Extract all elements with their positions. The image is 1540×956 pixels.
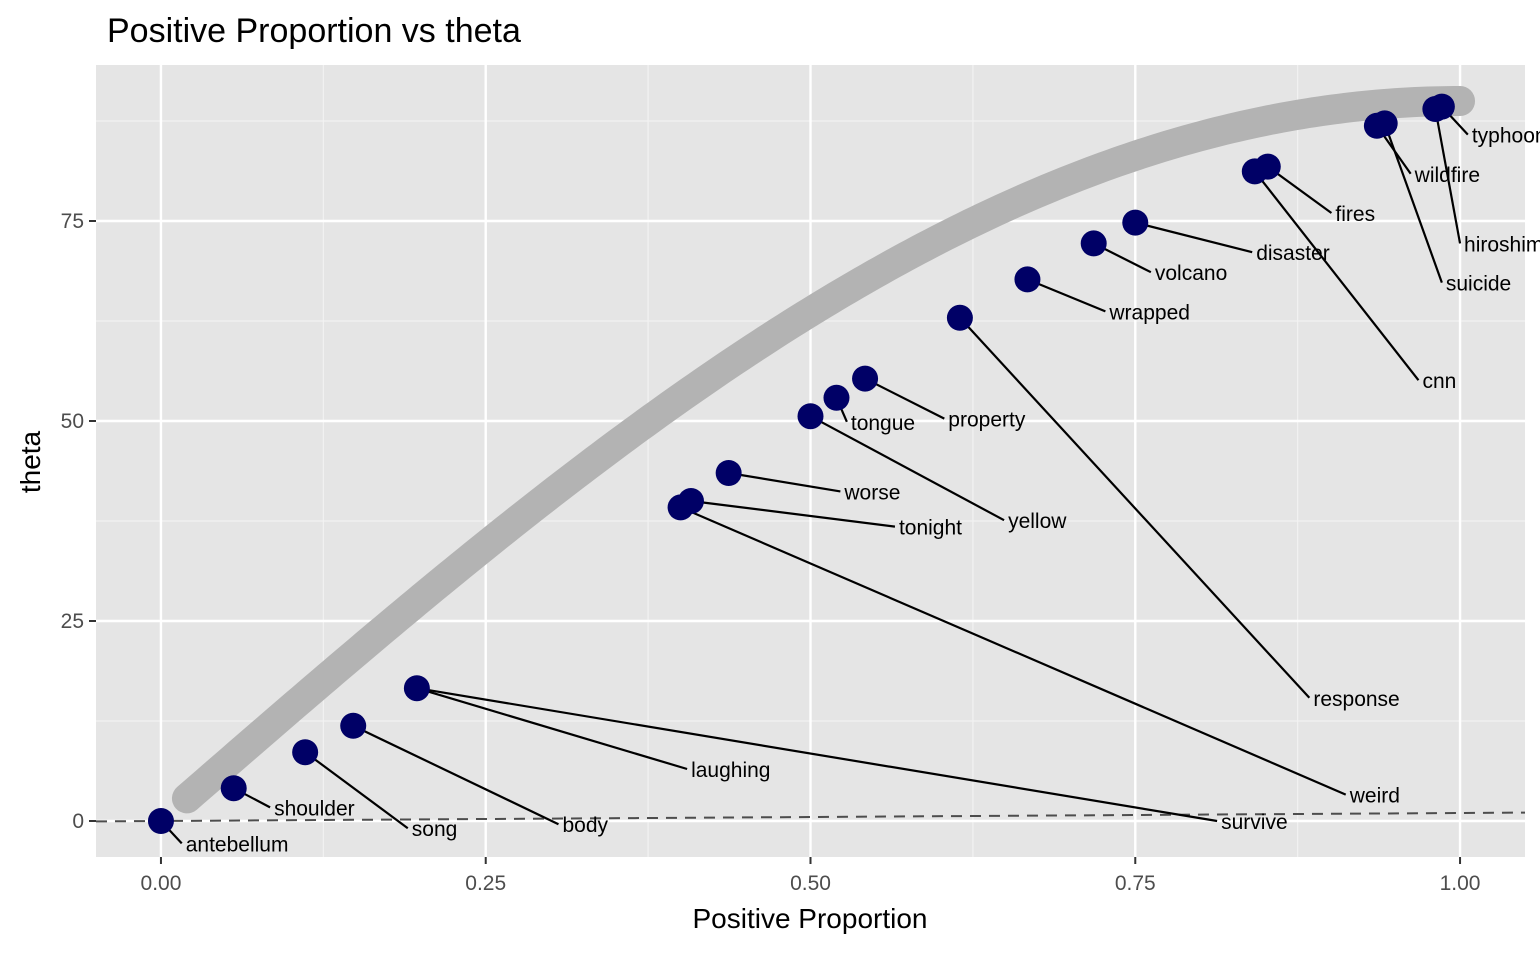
x-tick-label: 0.25 bbox=[465, 872, 506, 895]
point-tonight bbox=[677, 488, 704, 514]
point-antebellum bbox=[147, 808, 174, 834]
point-label-laughing: laughing bbox=[691, 759, 770, 782]
leader-line-disaster bbox=[1135, 221, 1253, 254]
leader-line-yellow bbox=[809, 415, 1005, 522]
point-property bbox=[852, 365, 879, 392]
point-label-antebellum: antebellum bbox=[186, 833, 289, 856]
leader-line-fires bbox=[1267, 165, 1333, 214]
point-label-response: response bbox=[1313, 688, 1399, 711]
x-tick-label: 0.00 bbox=[141, 872, 182, 895]
point-body bbox=[340, 712, 367, 739]
leader-line-property bbox=[864, 377, 945, 420]
leader-line-song bbox=[304, 751, 409, 830]
major-gridlines bbox=[96, 65, 1525, 857]
point-label-volcano: volcano bbox=[1155, 262, 1227, 285]
x-axis-title: Positive Proportion bbox=[692, 903, 927, 934]
point-response bbox=[946, 304, 973, 331]
background-curve bbox=[171, 86, 1476, 814]
point-label-song: song bbox=[412, 818, 458, 841]
leader-line-tonight bbox=[690, 499, 896, 528]
axes: 0.00 0.25 0.50 0.75 1.00 0 25 50 75 bbox=[61, 210, 1481, 895]
y-axis-title: theta bbox=[15, 430, 46, 493]
point-label-disaster: disaster bbox=[1256, 242, 1330, 265]
leader-line-suicide bbox=[1383, 123, 1443, 283]
y-tick-label: 0 bbox=[72, 810, 84, 833]
x-tick-label: 0.50 bbox=[790, 872, 831, 895]
leader-line-worse bbox=[728, 471, 841, 493]
point-song bbox=[292, 739, 319, 766]
reference-line bbox=[95, 811, 1526, 823]
leader-line-survive bbox=[416, 687, 1218, 823]
chart-title: Positive Proportion vs theta bbox=[107, 12, 521, 50]
point-tongue bbox=[823, 384, 850, 411]
point-label-yellow: yellow bbox=[1008, 510, 1067, 533]
y-tick-label: 75 bbox=[61, 210, 84, 233]
point-label-fires: fires bbox=[1335, 203, 1375, 226]
point-shoulder bbox=[220, 775, 247, 802]
leader-line-response bbox=[959, 317, 1311, 699]
point-label-wrapped: wrapped bbox=[1108, 301, 1190, 324]
point-laughing bbox=[403, 675, 430, 702]
leader-line-cnn bbox=[1253, 170, 1420, 381]
point-label-survive: survive bbox=[1221, 811, 1288, 834]
y-tick-label: 50 bbox=[61, 410, 84, 433]
point-typhoon bbox=[1428, 93, 1455, 120]
x-tick-label: 1.00 bbox=[1440, 872, 1481, 895]
theta-curve bbox=[171, 86, 1476, 814]
point-label-shoulder: shoulder bbox=[274, 797, 355, 820]
point-suicide bbox=[1371, 110, 1398, 137]
label-leader-lines bbox=[160, 105, 1469, 845]
point-fires bbox=[1254, 153, 1281, 180]
x-tick-label: 0.75 bbox=[1115, 872, 1156, 895]
data-points bbox=[147, 93, 1455, 834]
reference-line-layer bbox=[95, 811, 1526, 823]
point-volcano bbox=[1080, 230, 1107, 257]
leader-line-weird bbox=[680, 506, 1347, 796]
y-tick-label: 25 bbox=[61, 610, 84, 633]
point-label-tonight: tonight bbox=[899, 517, 962, 540]
point-label-suicide: suicide bbox=[1446, 273, 1511, 296]
point-wrapped bbox=[1014, 266, 1041, 293]
point-yellow bbox=[797, 403, 824, 430]
leader-line-laughing bbox=[416, 687, 688, 771]
leader-line-hiroshima bbox=[1434, 108, 1462, 244]
leader-line-body bbox=[352, 724, 559, 826]
point-label-worse: worse bbox=[843, 481, 900, 504]
point-labels: antebellum shoulder song body laughing surviv… bbox=[186, 125, 1540, 857]
point-label-body: body bbox=[562, 814, 608, 837]
point-label-weird: weird bbox=[1349, 785, 1400, 808]
point-label-wildfire: wildfire bbox=[1414, 164, 1480, 187]
point-worse bbox=[715, 460, 742, 486]
leader-line-wrapped bbox=[1027, 278, 1106, 313]
point-label-hiroshima: hiroshima bbox=[1464, 233, 1540, 256]
point-disaster bbox=[1122, 209, 1149, 236]
point-label-property: property bbox=[948, 409, 1026, 432]
point-label-cnn: cnn bbox=[1422, 370, 1456, 393]
point-label-tongue: tongue bbox=[851, 412, 915, 435]
point-label-typhoon: typhoon bbox=[1472, 125, 1540, 148]
